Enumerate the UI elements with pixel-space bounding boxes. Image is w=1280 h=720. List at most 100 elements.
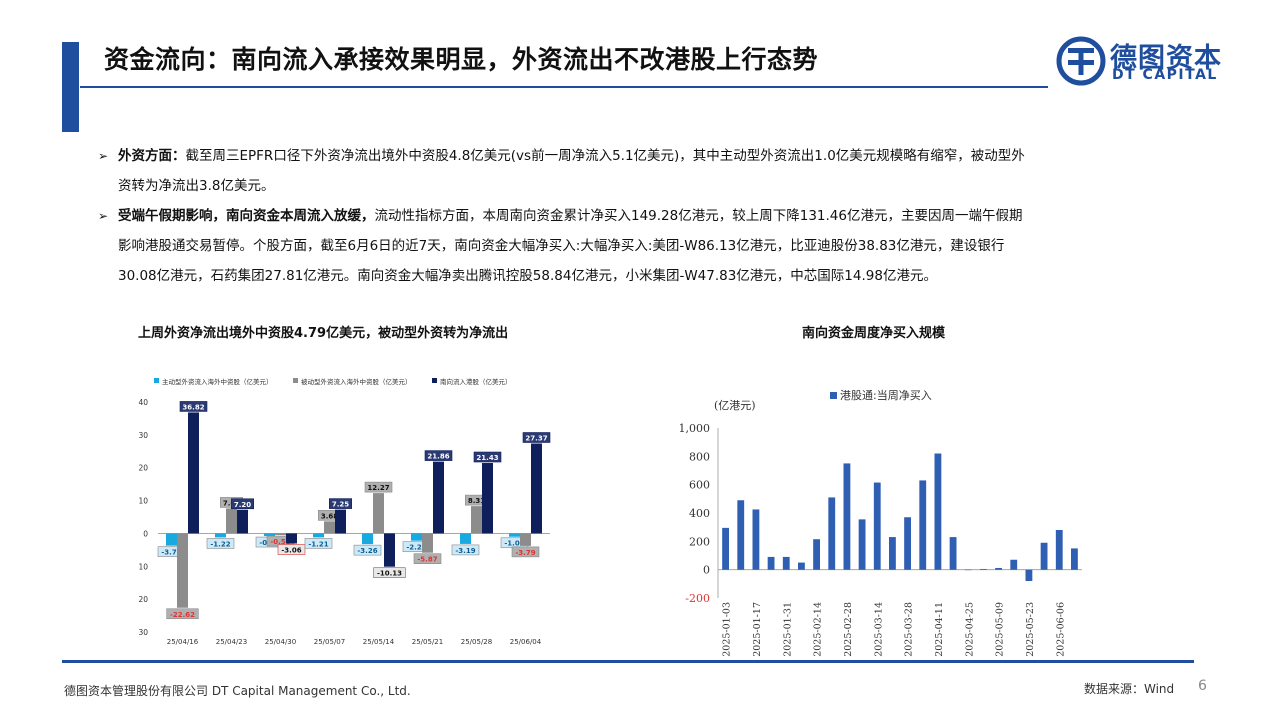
data-label-box [206,538,235,549]
x-tick-label: 2025-01-03 [722,602,733,657]
x-tick-label: 2025-04-25 [964,602,975,657]
bar [904,517,911,570]
data-label: 21.43 [476,454,498,462]
x-tick-label: 25/06/04 [510,638,542,646]
data-label: 36.82 [182,403,204,411]
bar [324,521,335,534]
y-axis-label: (亿港元) [714,399,756,412]
bar [1010,559,1018,570]
bar [919,480,927,570]
bar [1025,569,1033,581]
y-tick-label: 30 [138,431,148,440]
y-tick-label: 0 [143,529,148,538]
bar [264,533,275,537]
x-tick-label: 2025-04-11 [934,602,945,657]
x-tick-label: 25/05/14 [363,638,395,646]
title-divider [80,86,1048,88]
bullet-text-cont: 30.08亿港元，石药集团27.81亿港元。南向资金大幅净卖出腾讯控股58.84… [118,268,937,284]
bullet-southbound: ➢ 受端午假期影响，南向资金本周流入放缓，流动性指标方面，本周南向资金累计净买入… [98,201,1178,291]
bar [362,533,373,545]
data-label: -1.21 [308,540,328,548]
bullet-arrow-icon: ➢ [98,149,109,163]
data-label-box [353,544,382,556]
bar [460,533,471,544]
bar [813,539,820,570]
bar [798,562,805,570]
bar [980,568,987,570]
x-tick-label: 25/05/07 [314,638,345,646]
bullet-text: 截至周三EPFR口径下外资净流出境外中资股4.8亿美元(vs前一周净流入5.1亿… [185,148,1025,164]
bar [722,527,729,570]
bar [531,443,542,534]
x-tick-label: 2025-02-14 [813,602,824,657]
bar [520,533,531,546]
bar [373,493,384,534]
data-label: -3.06 [281,546,301,554]
bullet-lead: 受端午假期影响，南向资金本周流入放缓， [118,208,375,224]
x-tick-label: 2025-03-14 [873,602,884,657]
bar [1040,542,1048,570]
bar [215,533,226,538]
page-number: 6 [1198,678,1207,694]
legend-swatch [293,378,298,383]
foreign-flow-bar-chart: 主动型外资流入海外中资股（亿美元） 被动型外资流入海外中资股（亿美元） 南向流入港股… [138,377,551,646]
data-label-box [364,481,393,493]
bar [384,533,395,567]
y-tick-label: 20 [138,464,148,473]
y-tick-label: 200 [689,535,710,548]
bar [949,537,957,570]
bar [237,509,248,534]
bar [471,506,482,534]
bar [275,533,286,536]
data-label: 21.86 [427,453,449,461]
bar [1055,530,1063,570]
data-label: -1.22 [210,540,230,548]
y-tick-label: -30 [138,628,148,637]
data-label-box [373,567,406,579]
bar [433,461,444,534]
bullet-lead: 外资方面： [118,148,186,164]
bullet-text-cont: 影响港股通交易暂停。个股方面，截至6月6日的近7天，南向资金大幅净买入:大幅净买… [118,238,1005,254]
bar [782,556,790,570]
data-label: -5.87 [417,556,437,564]
data-label-box [473,451,502,463]
bullet-text: 流动性指标方面，本周南向资金累计净买入149.28亿港元，较上周下降131.46… [374,208,1023,224]
bar [934,453,942,570]
right-chart-title: 南向资金周度净买入规模 [802,326,946,341]
data-label-box [451,544,480,556]
data-label: 7.20 [234,501,251,509]
y-tick-label: 400 [689,507,710,520]
page-title: 资金流向：南向流入承接效果明显，外资流出不改港股上行态势 [104,45,819,74]
data-label: -3.72 [161,549,181,557]
y-tick-label: 40 [138,398,148,407]
logo-emblem-icon [1056,36,1106,86]
bar [752,509,760,570]
legend-label: 南向流入港股（亿美元） [440,377,512,386]
bar [286,533,297,544]
bar [482,463,493,534]
x-tick-label: 2025-01-31 [782,602,793,657]
x-tick-label: 25/04/30 [265,638,296,646]
logo-text-en: DT CAPITAL [1112,67,1218,83]
x-tick-label: 2025-02-28 [843,602,854,657]
bar [188,412,199,534]
bar [411,533,422,541]
legend-label: 港股通:当周净买入 [840,388,932,402]
bar [995,567,1002,570]
logo-text-cn: 德图资本 [1110,43,1222,74]
x-tick-label: 2025-05-23 [1025,602,1036,657]
bar [226,508,237,534]
x-tick-label: 2025-03-28 [904,602,915,657]
data-label-box [231,498,255,510]
x-tick-label: 25/05/28 [461,638,492,646]
data-label: 8.31 [468,497,485,505]
bar [843,463,851,570]
legend-swatch [154,378,159,383]
data-label: -22.62 [170,611,195,619]
y-tick-label: 1,000 [680,422,710,435]
x-tick-label: 2025-06-06 [1055,602,1066,657]
legend-label: 被动型外资流入海外中资股（亿美元） [301,377,412,386]
y-tick-label: -10 [138,562,148,571]
bar [313,533,324,538]
bar [737,500,745,570]
